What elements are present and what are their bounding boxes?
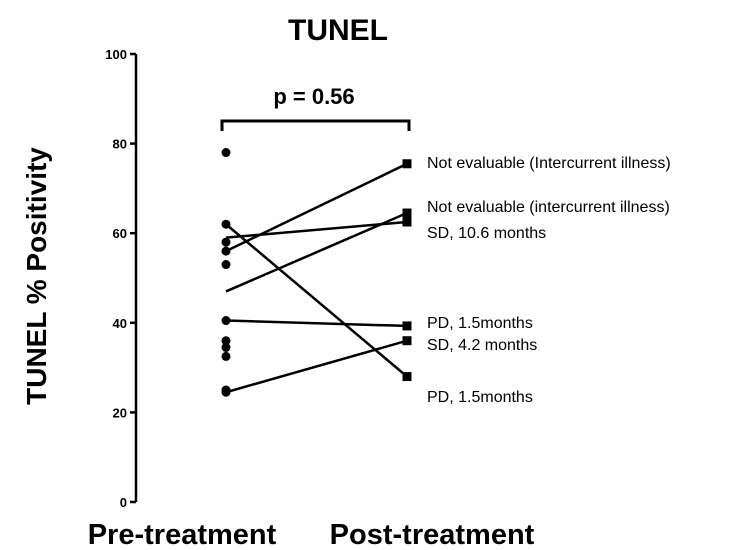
y-tick-label: 40 [113, 316, 127, 331]
pre-point [221, 387, 231, 397]
outcome-label: PD, 1.5months [427, 315, 533, 332]
y-tick-label: 20 [113, 405, 127, 420]
y-tick-label: 80 [113, 137, 127, 152]
post-points [402, 159, 412, 382]
pre-point [221, 237, 231, 247]
paired-lines [225, 162, 408, 394]
paired-line [225, 162, 408, 253]
p-value-label: p = 0.56 [273, 84, 354, 109]
pre-point [221, 260, 231, 270]
pre-points [221, 148, 231, 397]
post-point [402, 208, 412, 218]
pre-point [221, 219, 231, 229]
category-label-pre: Pre-treatment [88, 519, 277, 550]
pre-point [221, 148, 231, 158]
pre-point [221, 246, 231, 256]
post-point [402, 336, 412, 346]
paired-line [225, 319, 408, 328]
annotations: Not evaluable (Intercurrent illness) Not … [427, 155, 671, 406]
paired-line [225, 223, 408, 378]
outcome-label: SD, 10.6 months [427, 225, 546, 242]
paired-line [225, 339, 408, 394]
y-tick-label: 0 [120, 495, 127, 510]
post-point [402, 321, 412, 331]
outcome-label: Not evaluable (Intercurrent illness) [427, 155, 671, 172]
paired-line [225, 211, 408, 293]
post-point [402, 159, 412, 169]
y-axis-label: TUNEL % Positivity [21, 147, 52, 405]
outcome-label: Not evaluable (intercurrent illness) [427, 199, 670, 216]
outcome-label: SD, 4.2 months [427, 337, 537, 354]
pre-point [221, 316, 231, 326]
post-point [402, 217, 412, 227]
chart-title: TUNEL [288, 14, 388, 47]
significance-bracket [220, 119, 411, 131]
y-tick-label: 60 [113, 226, 127, 241]
category-label-post: Post-treatment [330, 519, 535, 550]
post-point [402, 372, 412, 382]
pre-point [221, 351, 231, 361]
y-tick-label: 100 [105, 47, 127, 62]
outcome-label: PD, 1.5months [427, 389, 533, 406]
pre-point [221, 342, 231, 352]
y-axis-ticks: 0 20 40 60 80 100 [105, 47, 136, 510]
paired-line [225, 220, 408, 239]
pre-point [221, 336, 231, 346]
